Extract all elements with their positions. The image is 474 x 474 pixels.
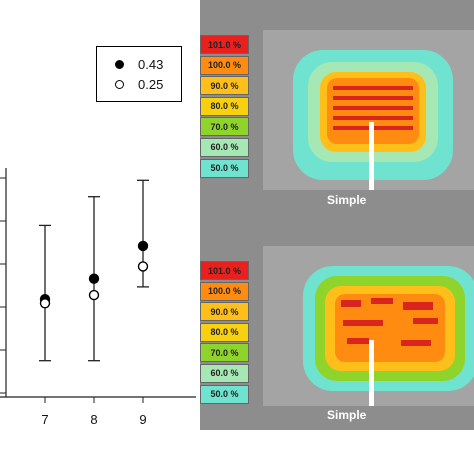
heatmap-figure-bottom: 101.0 % 100.0 % 90.0 % 80.0 % 70.0 % 60.0 % 50… [200,216,474,430]
heatmap-photo-top [263,30,474,190]
color-scale-bottom: 101.0 % 100.0 % 90.0 % 80.0 % 70.0 % 60.0 % 50… [200,261,249,405]
color-scale-top: 101.0 % 100.0 % 90.0 % 80.0 % 70.0 % 60.0 % 50… [200,35,249,179]
heatmap-photo-bottom [263,246,474,406]
scale-cell: 101.0 % [200,35,249,54]
data-point-open [88,289,100,301]
scale-cell: 101.0 % [200,261,249,280]
scale-cell: 60.0 % [200,363,249,383]
scale-cell: 70.0 % [200,117,249,137]
scale-cell: 50.0 % [200,158,249,178]
x-tick-label: 8 [90,412,97,427]
legend-label: 0.43 [138,56,164,72]
scale-cell: 50.0 % [200,384,249,404]
heatmap-drawing [293,50,453,190]
probe-rod [369,122,374,190]
heatmap-image-panel: 101.0 % 100.0 % 90.0 % 80.0 % 70.0 % 60.0 % 50… [200,0,474,430]
x-tick-label: 7 [41,412,48,427]
chart-legend: 0.43 0.25 [96,46,182,102]
caption-top: Simple [327,193,367,207]
heatmap-drawing [303,266,474,406]
probe-rod [369,340,374,406]
scale-cell: 60.0 % [200,137,249,157]
data-point-open [39,298,51,309]
x-tick-label: 9 [139,412,146,427]
scale-cell: 80.0 % [200,96,249,116]
legend-label: 0.25 [138,76,164,92]
chart-svg: 7 8 9 [0,168,196,427]
data-point-filled [137,240,149,252]
legend-item-open: 0.25 [115,76,163,92]
open-circle-icon [115,79,124,89]
scale-cell: 90.0 % [200,76,249,96]
scale-cell: 100.0 % [200,55,249,75]
scale-cell: 100.0 % [200,281,249,301]
chart-panel: 7 8 9 0.43 0.25 [0,0,200,474]
caption-bottom: Simple [327,408,367,422]
legend-item-filled: 0.43 [115,56,163,72]
heatmap-figure-top: 101.0 % 100.0 % 90.0 % 80.0 % 70.0 % 60.0 % 50… [200,0,474,214]
filled-circle-icon [115,59,124,69]
data-point-filled [88,273,100,284]
data-point-open [137,261,149,272]
scale-cell: 90.0 % [200,302,249,322]
scale-cell: 80.0 % [200,322,249,342]
heating-element-bottom [341,298,438,346]
heating-element-top [333,86,413,130]
scale-cell: 70.0 % [200,343,249,363]
